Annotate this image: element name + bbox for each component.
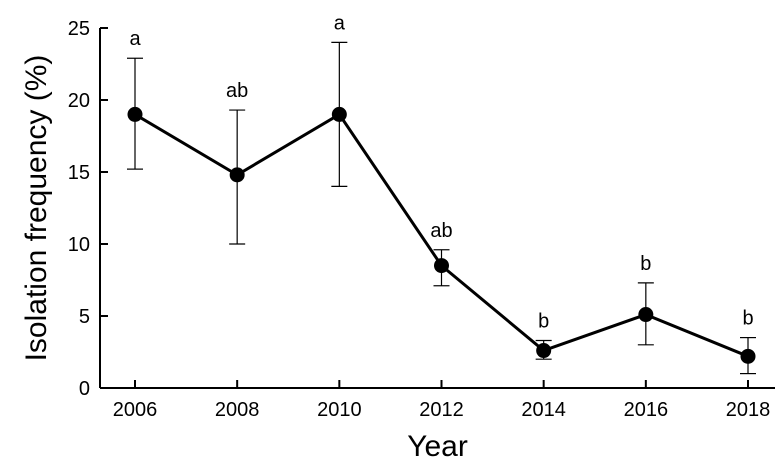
- data-point: [638, 307, 654, 323]
- y-ticks: 0 5 10 15 20 25: [68, 18, 108, 400]
- x-tick-label: 2014: [521, 399, 566, 421]
- significance-label: b: [640, 253, 651, 275]
- data-point: [740, 348, 756, 364]
- y-tick-label: 0: [79, 378, 90, 400]
- data-point: [536, 343, 552, 359]
- significance-label: ab: [226, 80, 248, 102]
- data-points: [127, 106, 756, 364]
- x-tick-label: 2018: [726, 399, 771, 421]
- significance-label: ab: [430, 220, 452, 242]
- y-tick-label: 15: [68, 162, 90, 184]
- significance-label: a: [129, 28, 141, 50]
- data-point: [331, 106, 347, 122]
- significance-label: b: [538, 310, 549, 332]
- y-tick-label: 25: [68, 18, 90, 40]
- significance-labels: a ab a ab b b b: [129, 12, 753, 332]
- significance-label: b: [742, 308, 753, 330]
- significance-label: a: [334, 12, 346, 34]
- x-ticks: 2006 2008 2010 2012 2014 2016 2018: [113, 380, 771, 421]
- axes: [99, 28, 775, 389]
- data-point: [127, 106, 143, 122]
- x-tick-label: 2010: [317, 399, 362, 421]
- x-tick-label: 2006: [113, 399, 158, 421]
- x-tick-label: 2008: [215, 399, 260, 421]
- y-axis-title: Isolation frequency (%): [20, 55, 53, 362]
- x-tick-label: 2012: [419, 399, 464, 421]
- x-tick-label: 2016: [624, 399, 669, 421]
- x-axis-title: Year: [407, 430, 468, 461]
- data-point: [434, 258, 449, 274]
- error-bars: [127, 41, 756, 375]
- y-tick-label: 5: [79, 306, 90, 328]
- y-tick-label: 20: [68, 90, 90, 112]
- y-tick-label: 10: [68, 234, 90, 256]
- data-point: [229, 167, 245, 183]
